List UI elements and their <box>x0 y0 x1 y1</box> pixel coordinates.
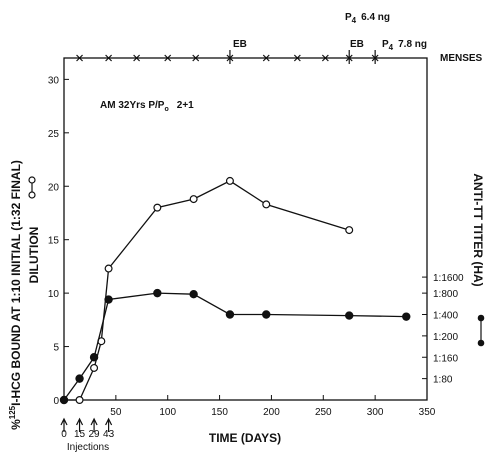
open-data-point <box>90 363 99 372</box>
subject-label-main: AM 32Yrs P/P <box>100 100 165 111</box>
filled-data-point <box>345 311 354 320</box>
open-data-point <box>345 226 354 235</box>
filled-data-point <box>89 353 99 362</box>
menses-marker <box>164 54 172 62</box>
injection-markers: 0 15 29 43 <box>60 417 115 440</box>
injection-day-label: 0 <box>61 429 67 440</box>
open-data-point <box>153 203 162 212</box>
y-axis-title-prefix: % <box>9 419 23 430</box>
right-axis-ticks: 1:1600 1:800 1:400 1:200 1:160 1:80 <box>422 273 464 386</box>
filled-data-point <box>189 289 198 299</box>
right-tick-label: 1:200 <box>433 332 458 343</box>
menses-marker <box>262 54 270 62</box>
svg-text:%125I-HCG BOUND AT 1:10 INITIA: %125I-HCG BOUND AT 1:10 INITIAL (1:32 FI… <box>8 160 23 430</box>
open-data-point <box>75 396 84 405</box>
menses-marker <box>293 54 301 62</box>
open-series-line <box>64 180 350 401</box>
injection-arrowhead <box>60 417 68 426</box>
eb-annotation-1: EB <box>233 39 247 50</box>
open-data-point <box>104 264 113 273</box>
y-tick-label: 10 <box>48 289 60 300</box>
p4-label-2: P4 7.8 ng <box>382 39 427 52</box>
x-tick-label: 100 <box>159 407 176 418</box>
y-tick-label: 15 <box>48 236 60 247</box>
y-tick-label: 25 <box>48 129 60 140</box>
open-data-point <box>225 176 234 185</box>
open-data-point <box>262 200 271 209</box>
y-tick-label: 0 <box>53 396 59 407</box>
menses-marker <box>192 54 200 62</box>
right-tick-label: 1:1600 <box>433 273 464 284</box>
y-axis-title-sup: 125 <box>8 405 17 419</box>
y-axis-ticks: 0 5 10 15 20 25 30 <box>48 75 69 407</box>
right-tick-label: 1:80 <box>433 375 453 386</box>
y-axis-title-line1: I-HCG BOUND AT 1:10 INITIAL (1:32 FINAL) <box>9 160 23 406</box>
y-axis-left-title: %125I-HCG BOUND AT 1:10 INITIAL (1:32 FI… <box>8 160 41 430</box>
y-axis-title-line2: DILUTION <box>27 227 41 284</box>
filled-series-legend-symbol <box>477 314 485 347</box>
open-series-legend-symbol <box>28 176 36 199</box>
filled-data-point <box>153 288 162 298</box>
x-tick-label: 350 <box>419 407 436 418</box>
filled-data-point <box>402 312 411 321</box>
menses-marker <box>76 54 83 62</box>
plot-frame <box>63 57 428 401</box>
y-tick-label: 30 <box>48 75 60 86</box>
x-tick-label: 50 <box>110 407 122 418</box>
filled-data-point <box>262 310 271 319</box>
filled-data-point <box>75 374 84 383</box>
subject-label-suffix: 2+1 <box>177 100 194 111</box>
plot-border <box>63 57 428 401</box>
subject-label-sub: o <box>164 106 168 113</box>
x-axis-title: TIME (DAYS) <box>209 431 281 445</box>
open-data-point <box>189 195 198 204</box>
y-tick-label: 5 <box>53 343 59 354</box>
injection-day-label: 43 <box>103 429 115 440</box>
injections-label: Injections <box>67 442 109 453</box>
filled-data-point <box>59 395 69 405</box>
eb-annotation-2: EB <box>350 39 364 50</box>
filled-series-line <box>63 292 407 401</box>
x-axis-ticks: 50 100 150 200 250 300 350 <box>63 395 436 418</box>
x-tick-label: 150 <box>211 407 228 418</box>
menses-marker <box>105 54 113 62</box>
x-tick-label: 200 <box>263 407 280 418</box>
svg-text:ANTI-TT TITER (HA): ANTI-TT TITER (HA) <box>471 173 485 286</box>
injection-arrowhead <box>105 417 113 426</box>
injection-day-label: 29 <box>89 429 101 440</box>
y-axis-right-title: ANTI-TT TITER (HA) <box>471 173 485 286</box>
subject-label: AM 32Yrs P/Po 2+1 <box>100 100 194 113</box>
injection-day-label: 15 <box>74 429 86 440</box>
x-tick-label: 250 <box>315 407 332 418</box>
menses-marker <box>133 54 141 62</box>
injection-arrowhead <box>76 417 84 426</box>
filled-data-point <box>225 310 235 319</box>
menses-marker <box>321 54 329 62</box>
filled-data-point <box>104 295 113 304</box>
p4-label-1: P4 6.4 ng <box>345 12 390 25</box>
right-tick-label: 1:800 <box>433 289 458 300</box>
right-tick-label: 1:160 <box>433 353 458 364</box>
right-tick-label: 1:400 <box>433 311 458 322</box>
data-series <box>59 176 411 405</box>
menses-label: MENSES <box>440 53 483 64</box>
menses-markers <box>76 50 379 64</box>
y-tick-label: 20 <box>48 182 60 193</box>
injection-arrowhead <box>90 417 98 426</box>
x-tick-label: 300 <box>367 407 384 418</box>
